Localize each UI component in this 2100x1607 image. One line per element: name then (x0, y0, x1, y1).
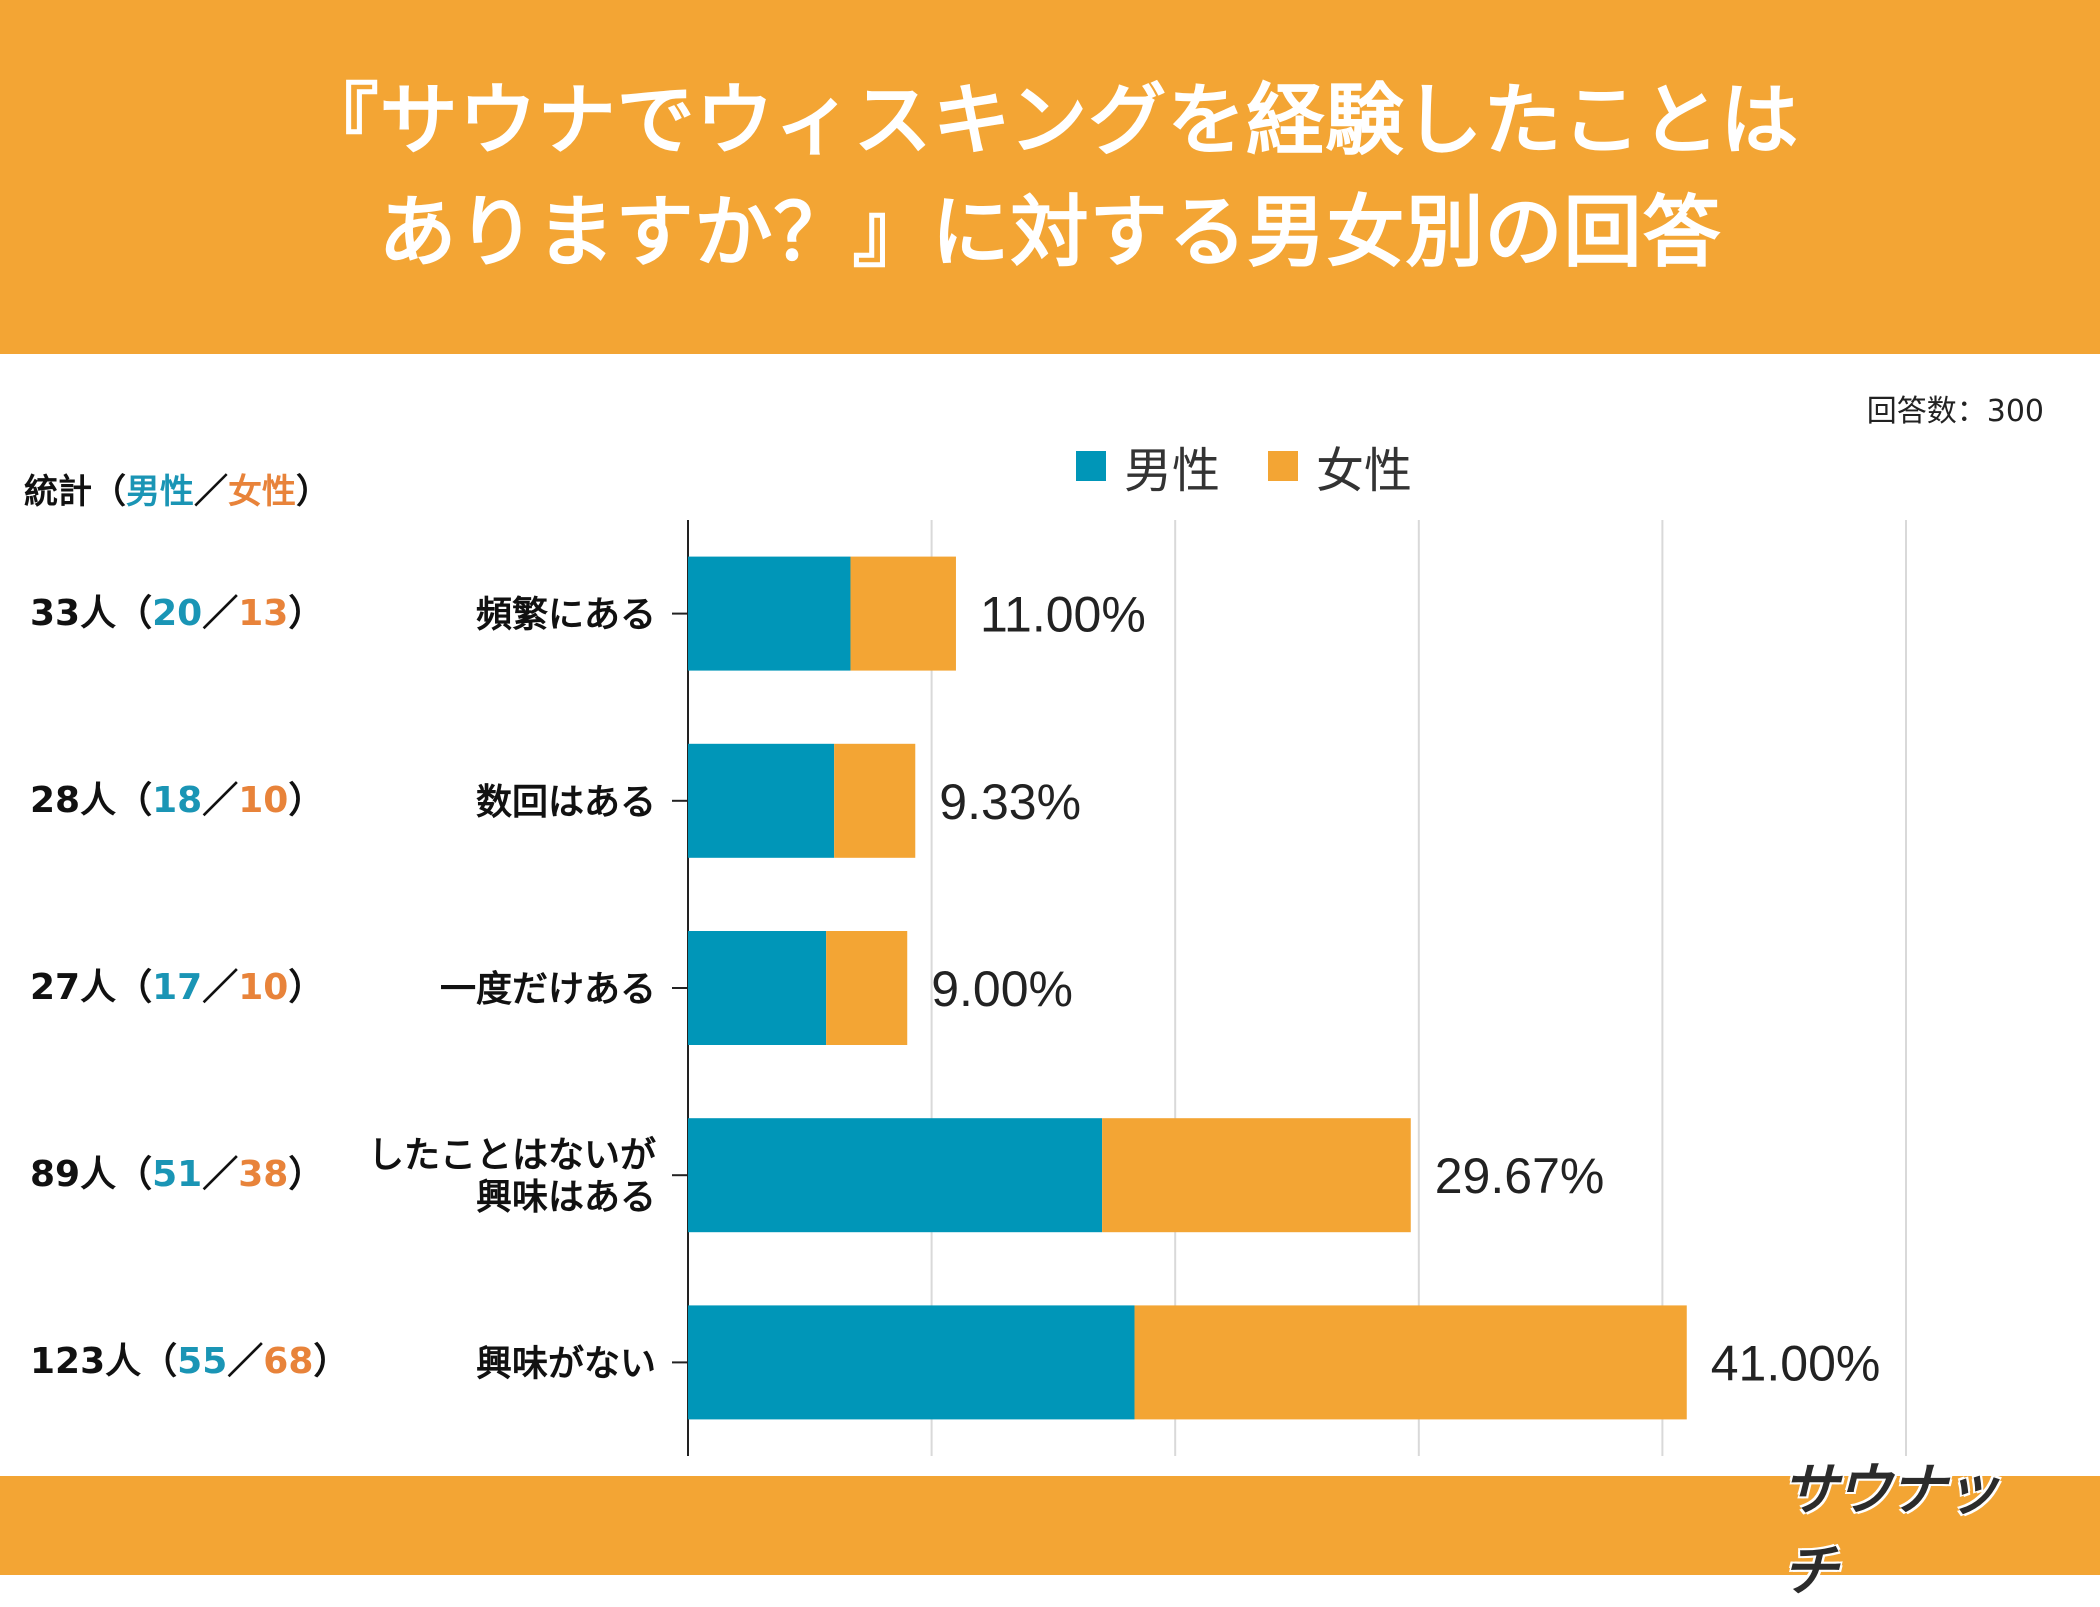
stats-male-count: 18 (152, 779, 203, 821)
stats-open: （ (116, 779, 153, 821)
stats-total: 28人 (30, 779, 117, 821)
stats-row: 33人（20／13） (30, 589, 324, 639)
category-label: 興味はある (476, 1177, 656, 1218)
stats-male-count: 51 (152, 1154, 203, 1196)
stats-header-female: 女性 (228, 472, 296, 512)
stats-header-male: 男性 (126, 472, 194, 512)
legend-item-male: 男性 (1076, 431, 1220, 501)
category-label: 頻繁にある (476, 595, 656, 636)
stats-close: ） (288, 779, 325, 821)
legend-swatch-female (1268, 451, 1299, 481)
stats-open: （ (116, 1154, 153, 1196)
stats-total: 27人 (30, 967, 117, 1008)
chart-title: 『サウナでウィスキングを経験したことは ありますか？』に対する男女別の回答 (300, 76, 1800, 278)
stats-header-close: ） (296, 472, 330, 512)
stats-total: 123人 (30, 1341, 142, 1383)
bar-female (850, 556, 956, 671)
stats-header-sep: ／ (194, 472, 228, 512)
stats-open: （ (116, 592, 153, 634)
bar-female (1134, 1305, 1687, 1420)
stats-header: 統計（男性／女性） (24, 464, 330, 513)
bar-total-label: 41.00% (1711, 1335, 1881, 1391)
category-label: 数回はある (476, 782, 656, 823)
stats-female-count: 10 (238, 779, 289, 821)
stats-female-count: 13 (238, 592, 289, 634)
footer-banner (0, 1476, 2100, 1575)
bar-total-label: 11.00% (980, 587, 1146, 643)
stats-male-count: 20 (152, 592, 203, 634)
bar-male (688, 1305, 1135, 1420)
legend-swatch-male (1076, 451, 1106, 481)
stats-total: 33人 (30, 592, 117, 634)
stats-male-count: 55 (177, 1341, 228, 1383)
stats-close: ） (313, 1341, 350, 1383)
legend: 男性 女性 (1076, 436, 1442, 499)
stats-row: 27人（17／10） (30, 963, 324, 1013)
logo-text: サウナッチ (1782, 1458, 2000, 1604)
bar-female (834, 743, 916, 858)
stats-female-count: 10 (238, 967, 289, 1008)
stats-male-count: 17 (152, 967, 203, 1008)
legend-item-female: 女性 (1268, 431, 1412, 501)
stats-sep: ／ (202, 592, 239, 634)
legend-label-male: 男性 (1124, 443, 1221, 499)
stats-sep: ／ (202, 967, 239, 1008)
stats-close: ） (288, 1154, 325, 1196)
category-label: 一度だけある (440, 969, 656, 1010)
bar-total-label: 29.67% (1435, 1148, 1605, 1204)
stats-open: （ (141, 1341, 178, 1383)
stats-row: 28人（18／10） (30, 776, 324, 826)
stats-sep: ／ (202, 1154, 239, 1196)
bar-male (688, 743, 835, 858)
bar-total-label: 9.33% (939, 774, 1081, 830)
stats-row: 123人（55／68） (30, 1337, 349, 1387)
bar-female (1102, 1118, 1411, 1233)
stats-row: 89人（51／38） (30, 1150, 324, 1200)
bar-male (688, 556, 851, 671)
bar-male (688, 931, 827, 1045)
stats-close: ） (288, 967, 325, 1008)
bar-total-label: 9.00% (931, 961, 1073, 1017)
category-label: 興味がない (476, 1343, 656, 1384)
category-label: したことはないが (368, 1135, 656, 1176)
stats-female-count: 38 (238, 1154, 289, 1196)
stats-sep: ／ (227, 1341, 264, 1383)
legend-label-female: 女性 (1316, 443, 1413, 499)
stats-close: ） (288, 592, 325, 634)
bar-male (688, 1118, 1103, 1233)
stats-female-count: 68 (263, 1341, 314, 1383)
stats-header-open: （ (92, 472, 126, 512)
stats-header-label: 統計 (24, 472, 92, 512)
stats-total: 89人 (30, 1154, 117, 1196)
stats-sep: ／ (202, 779, 239, 821)
bar-female (826, 931, 908, 1045)
logo: サウナッチ (1782, 1458, 2042, 1604)
stats-open: （ (116, 967, 153, 1008)
header-banner: 『サウナでウィスキングを経験したことは ありますか？』に対する男女別の回答 (0, 0, 2100, 354)
respondent-count: 回答数：300 (1866, 394, 2044, 429)
